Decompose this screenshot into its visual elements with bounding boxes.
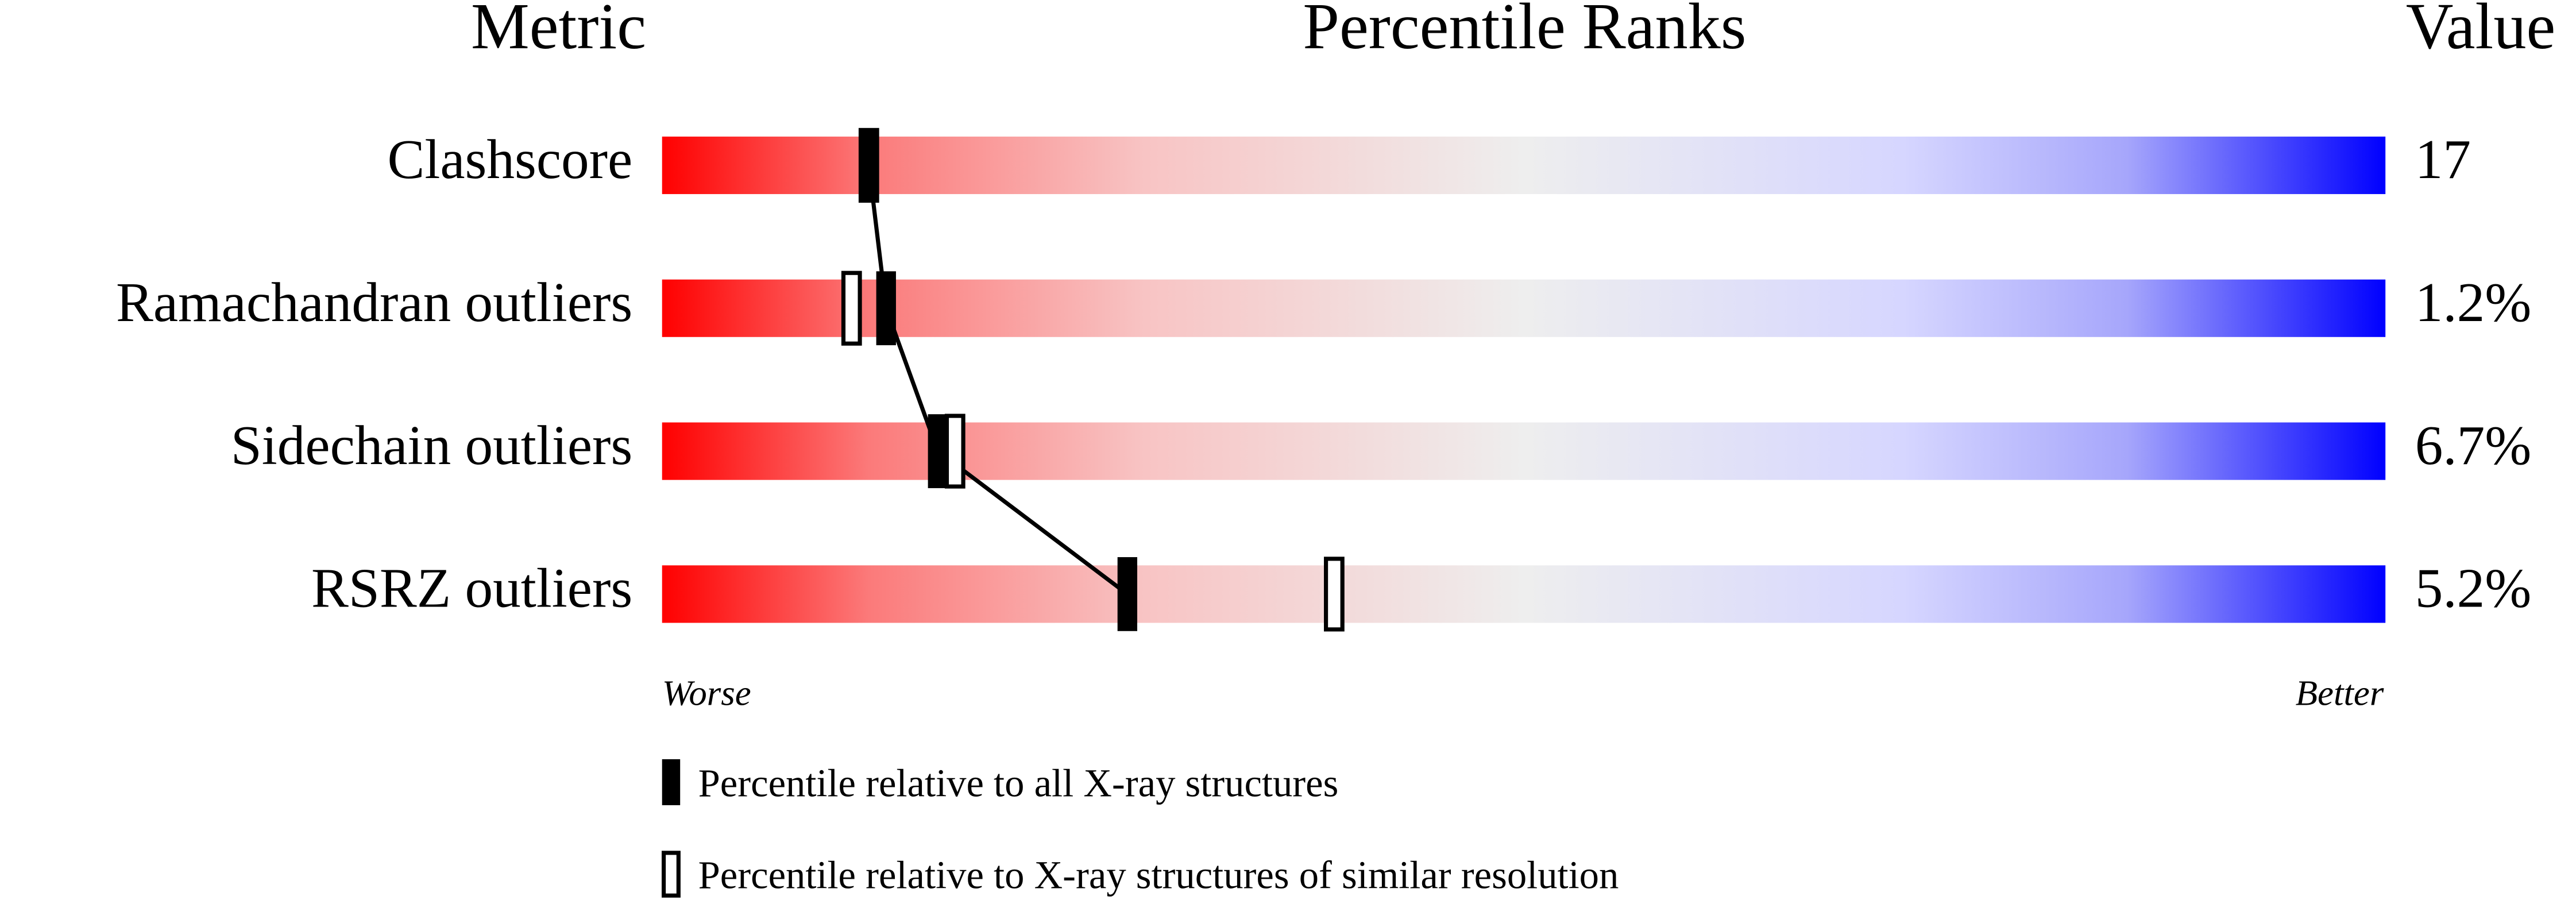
axis-better: Better xyxy=(2296,673,2384,713)
header-value: Value xyxy=(2406,0,2556,63)
metric-label: Sidechain outliers xyxy=(231,415,633,477)
header-percentile: Percentile Ranks xyxy=(1303,0,1746,63)
percentile-bar xyxy=(662,279,2386,337)
marker-similar xyxy=(944,414,965,489)
metric-label: Ramachandran outliers xyxy=(116,272,632,334)
percentile-bar xyxy=(662,422,2386,480)
marker-all xyxy=(876,271,896,346)
percentile-bar xyxy=(662,565,2386,623)
metric-label: Clashscore xyxy=(388,129,633,191)
marker-similar xyxy=(841,271,862,346)
metric-value: 17 xyxy=(2415,129,2471,191)
marker-similar xyxy=(1324,557,1345,632)
metric-value: 6.7% xyxy=(2415,415,2532,477)
header-metric: Metric xyxy=(471,0,646,63)
axis-worse: Worse xyxy=(662,673,751,713)
marker-all xyxy=(928,414,948,488)
metric-value: 5.2% xyxy=(2415,558,2532,620)
connector xyxy=(867,165,1129,596)
metric-label: RSRZ outliers xyxy=(311,558,632,620)
marker-all xyxy=(859,128,879,203)
legend-all: Percentile relative to all X-ray structu… xyxy=(698,761,1339,805)
legend-swatch-all xyxy=(662,759,681,805)
legend-similar: Percentile relative to X-ray structures … xyxy=(698,853,1619,897)
metric-value: 1.2% xyxy=(2415,272,2532,334)
percentile-bar xyxy=(662,136,2386,194)
legend-swatch-similar xyxy=(661,851,681,898)
marker-all xyxy=(1117,557,1138,631)
